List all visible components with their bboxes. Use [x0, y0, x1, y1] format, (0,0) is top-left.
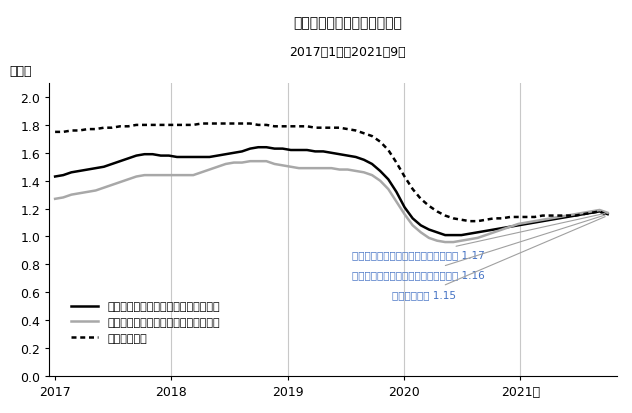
Legend: 新規学卒者を除きパートタイムを含む, 新規学卒者を除きパートタイムを除く, パートタイム: 新規学卒者を除きパートタイムを含む, 新規学卒者を除きパートタイムを除く, パー…: [66, 297, 224, 347]
Text: パートタイム 1.15: パートタイム 1.15: [392, 217, 605, 299]
新規学卒者を除きパートタイムを除く: [51, 197, 59, 202]
新規学卒者を除きパートタイムを除く: [377, 179, 384, 184]
新規学卒者を除きパートタイムを含む: [441, 233, 449, 238]
Text: （倍）: （倍）: [9, 65, 32, 78]
新規学卒者を除きパートタイムを含む: [255, 145, 262, 150]
新規学卒者を除きパートタイムを除く: [604, 211, 612, 216]
新規学卒者を除きパートタイムを除く: [441, 240, 449, 245]
パートタイム: [92, 127, 99, 132]
パートタイム: [198, 122, 205, 127]
Text: 2017年1月～2021年9月: 2017年1月～2021年9月: [289, 45, 406, 58]
新規学卒者を除きパートタイムを含む: [377, 169, 384, 174]
新規学卒者を除きパートタイムを含む: [141, 152, 149, 157]
新規学卒者を除きパートタイムを含む: [604, 212, 612, 217]
新規学卒者を除きパートタイムを除く: [92, 188, 99, 193]
パートタイム: [377, 140, 384, 145]
パートタイム: [490, 216, 498, 221]
Line: 新規学卒者を除きパートタイムを除く: 新規学卒者を除きパートタイムを除く: [55, 162, 608, 242]
新規学卒者を除きパートタイムを含む: [157, 154, 164, 159]
新規学卒者を除きパートタイムを含む: [92, 166, 99, 171]
新規学卒者を除きパートタイムを除く: [157, 173, 164, 178]
新規学卒者を除きパートタイムを含む: [596, 209, 604, 214]
Text: 有効求人倍率（季節調整値）: 有効求人倍率（季節調整値）: [293, 17, 402, 31]
パートタイム: [157, 123, 164, 128]
新規学卒者を除きパートタイムを含む: [490, 228, 498, 233]
パートタイム: [604, 214, 612, 218]
新規学卒者を除きパートタイムを除く: [596, 208, 604, 213]
パートタイム: [596, 209, 604, 214]
パートタイム: [51, 130, 59, 135]
新規学卒者を除きパートタイムを除く: [490, 230, 498, 235]
パートタイム: [141, 123, 149, 128]
Text: 新規学卒者を除きパートタイムを含む 1.16: 新規学卒者を除きパートタイムを含む 1.16: [352, 216, 605, 280]
Text: 新規学卒者を除きパートタイムを除く 1.17: 新規学卒者を除きパートタイムを除く 1.17: [352, 214, 605, 260]
新規学卒者を除きパートタイムを除く: [141, 173, 149, 178]
新規学卒者を除きパートタイムを除く: [246, 159, 254, 164]
Line: 新規学卒者を除きパートタイムを含む: 新規学卒者を除きパートタイムを含む: [55, 148, 608, 235]
新規学卒者を除きパートタイムを含む: [51, 175, 59, 180]
Line: パートタイム: パートタイム: [55, 124, 608, 222]
パートタイム: [466, 219, 473, 224]
